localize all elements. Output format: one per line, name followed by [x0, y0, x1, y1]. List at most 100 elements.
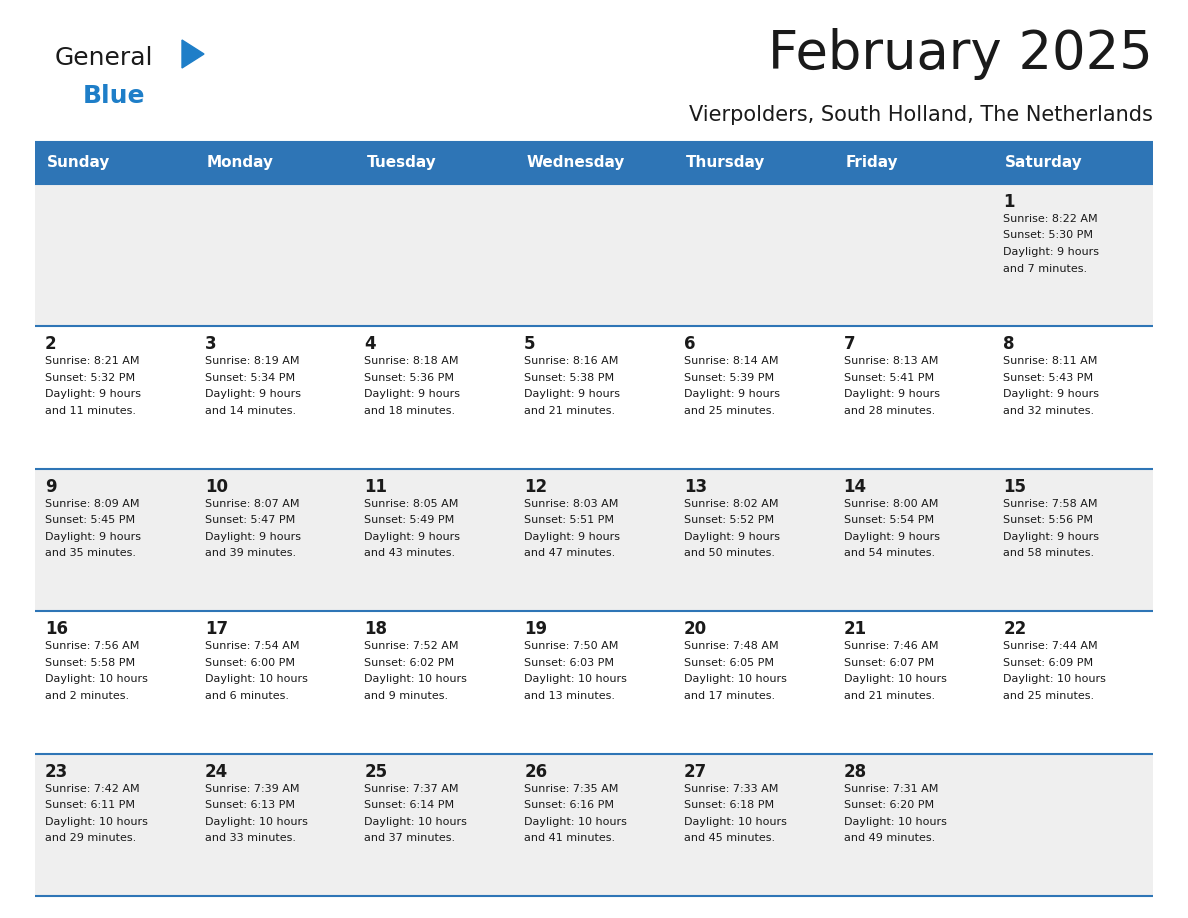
Text: Sunrise: 8:03 AM: Sunrise: 8:03 AM	[524, 498, 619, 509]
Text: Sunset: 5:49 PM: Sunset: 5:49 PM	[365, 515, 455, 525]
Text: and 39 minutes.: and 39 minutes.	[204, 548, 296, 558]
Text: 27: 27	[684, 763, 707, 780]
Text: 11: 11	[365, 477, 387, 496]
Text: and 45 minutes.: and 45 minutes.	[684, 834, 775, 843]
Text: Monday: Monday	[207, 155, 273, 171]
Text: Sunset: 6:00 PM: Sunset: 6:00 PM	[204, 657, 295, 667]
Text: Daylight: 9 hours: Daylight: 9 hours	[204, 389, 301, 399]
Text: Daylight: 9 hours: Daylight: 9 hours	[524, 389, 620, 399]
Text: Sunset: 5:43 PM: Sunset: 5:43 PM	[1004, 373, 1093, 383]
Text: 8: 8	[1004, 335, 1015, 353]
Text: Sunrise: 8:05 AM: Sunrise: 8:05 AM	[365, 498, 459, 509]
Text: Daylight: 9 hours: Daylight: 9 hours	[524, 532, 620, 542]
Bar	[34, 754, 1154, 896]
Text: and 41 minutes.: and 41 minutes.	[524, 834, 615, 843]
Bar	[34, 611, 1154, 754]
Text: Sunset: 6:03 PM: Sunset: 6:03 PM	[524, 657, 614, 667]
Text: and 35 minutes.: and 35 minutes.	[45, 548, 135, 558]
Text: Daylight: 9 hours: Daylight: 9 hours	[45, 532, 141, 542]
Text: and 49 minutes.: and 49 minutes.	[843, 834, 935, 843]
Text: Sunrise: 7:46 AM: Sunrise: 7:46 AM	[843, 641, 939, 651]
Text: Daylight: 9 hours: Daylight: 9 hours	[1004, 389, 1099, 399]
Bar	[34, 184, 1154, 327]
Text: Wednesday: Wednesday	[526, 155, 625, 171]
Text: Blue: Blue	[83, 84, 145, 108]
Text: Sunrise: 7:42 AM: Sunrise: 7:42 AM	[45, 784, 140, 793]
Text: Sunset: 5:54 PM: Sunset: 5:54 PM	[843, 515, 934, 525]
Text: 25: 25	[365, 763, 387, 780]
Text: Sunset: 6:05 PM: Sunset: 6:05 PM	[684, 657, 773, 667]
Text: and 32 minutes.: and 32 minutes.	[1004, 406, 1094, 416]
Text: 5: 5	[524, 335, 536, 353]
Text: and 17 minutes.: and 17 minutes.	[684, 690, 775, 700]
Text: and 7 minutes.: and 7 minutes.	[1004, 263, 1087, 274]
Text: Sunset: 5:32 PM: Sunset: 5:32 PM	[45, 373, 135, 383]
Text: Daylight: 10 hours: Daylight: 10 hours	[843, 817, 947, 826]
Text: and 33 minutes.: and 33 minutes.	[204, 834, 296, 843]
Text: Daylight: 9 hours: Daylight: 9 hours	[1004, 532, 1099, 542]
Text: 22: 22	[1004, 621, 1026, 638]
Text: Vierpolders, South Holland, The Netherlands: Vierpolders, South Holland, The Netherla…	[689, 105, 1154, 125]
Text: Daylight: 10 hours: Daylight: 10 hours	[365, 674, 467, 684]
Bar	[34, 142, 1154, 184]
Text: Sunset: 5:30 PM: Sunset: 5:30 PM	[1004, 230, 1093, 241]
Text: and 11 minutes.: and 11 minutes.	[45, 406, 135, 416]
Text: Sunset: 5:47 PM: Sunset: 5:47 PM	[204, 515, 295, 525]
Text: Daylight: 10 hours: Daylight: 10 hours	[45, 674, 147, 684]
Text: Sunset: 5:36 PM: Sunset: 5:36 PM	[365, 373, 455, 383]
Text: 21: 21	[843, 621, 867, 638]
Text: Sunrise: 8:09 AM: Sunrise: 8:09 AM	[45, 498, 139, 509]
Text: Daylight: 9 hours: Daylight: 9 hours	[1004, 247, 1099, 257]
Text: 2: 2	[45, 335, 57, 353]
Text: Sunset: 5:52 PM: Sunset: 5:52 PM	[684, 515, 775, 525]
Polygon shape	[182, 40, 204, 68]
Text: 9: 9	[45, 477, 57, 496]
Text: 28: 28	[843, 763, 867, 780]
Bar	[34, 469, 1154, 611]
Text: Daylight: 9 hours: Daylight: 9 hours	[843, 532, 940, 542]
Text: Sunrise: 7:39 AM: Sunrise: 7:39 AM	[204, 784, 299, 793]
Text: Daylight: 10 hours: Daylight: 10 hours	[204, 817, 308, 826]
Text: Sunset: 5:39 PM: Sunset: 5:39 PM	[684, 373, 775, 383]
Text: Sunrise: 8:02 AM: Sunrise: 8:02 AM	[684, 498, 778, 509]
Text: and 58 minutes.: and 58 minutes.	[1004, 548, 1094, 558]
Text: Sunrise: 8:00 AM: Sunrise: 8:00 AM	[843, 498, 939, 509]
Text: Sunset: 5:56 PM: Sunset: 5:56 PM	[1004, 515, 1093, 525]
Text: General: General	[55, 46, 153, 70]
Text: and 2 minutes.: and 2 minutes.	[45, 690, 129, 700]
Text: 24: 24	[204, 763, 228, 780]
Text: Sunday: Sunday	[48, 155, 110, 171]
Text: Sunset: 6:14 PM: Sunset: 6:14 PM	[365, 800, 455, 810]
Text: and 25 minutes.: and 25 minutes.	[684, 406, 775, 416]
Text: Daylight: 10 hours: Daylight: 10 hours	[365, 817, 467, 826]
Text: Sunrise: 8:11 AM: Sunrise: 8:11 AM	[1004, 356, 1098, 366]
Text: Daylight: 10 hours: Daylight: 10 hours	[1004, 674, 1106, 684]
Text: Sunrise: 7:54 AM: Sunrise: 7:54 AM	[204, 641, 299, 651]
Text: Sunset: 6:02 PM: Sunset: 6:02 PM	[365, 657, 455, 667]
Text: 13: 13	[684, 477, 707, 496]
Text: 12: 12	[524, 477, 548, 496]
Text: and 29 minutes.: and 29 minutes.	[45, 834, 137, 843]
Text: Daylight: 10 hours: Daylight: 10 hours	[524, 674, 627, 684]
Text: 4: 4	[365, 335, 377, 353]
Text: Daylight: 9 hours: Daylight: 9 hours	[684, 389, 779, 399]
Text: Daylight: 9 hours: Daylight: 9 hours	[684, 532, 779, 542]
Text: and 18 minutes.: and 18 minutes.	[365, 406, 455, 416]
Text: and 37 minutes.: and 37 minutes.	[365, 834, 455, 843]
Text: Sunset: 5:41 PM: Sunset: 5:41 PM	[843, 373, 934, 383]
Text: Sunset: 6:16 PM: Sunset: 6:16 PM	[524, 800, 614, 810]
Text: and 14 minutes.: and 14 minutes.	[204, 406, 296, 416]
Text: Sunrise: 7:50 AM: Sunrise: 7:50 AM	[524, 641, 619, 651]
Text: Daylight: 10 hours: Daylight: 10 hours	[45, 817, 147, 826]
Text: 6: 6	[684, 335, 695, 353]
Text: Sunrise: 7:56 AM: Sunrise: 7:56 AM	[45, 641, 139, 651]
Text: Daylight: 10 hours: Daylight: 10 hours	[684, 817, 786, 826]
Text: 3: 3	[204, 335, 216, 353]
Text: 7: 7	[843, 335, 855, 353]
Text: Sunset: 5:38 PM: Sunset: 5:38 PM	[524, 373, 614, 383]
Text: 15: 15	[1004, 477, 1026, 496]
Text: and 6 minutes.: and 6 minutes.	[204, 690, 289, 700]
Text: Sunrise: 8:21 AM: Sunrise: 8:21 AM	[45, 356, 139, 366]
Text: Sunset: 6:09 PM: Sunset: 6:09 PM	[1004, 657, 1093, 667]
Text: and 47 minutes.: and 47 minutes.	[524, 548, 615, 558]
